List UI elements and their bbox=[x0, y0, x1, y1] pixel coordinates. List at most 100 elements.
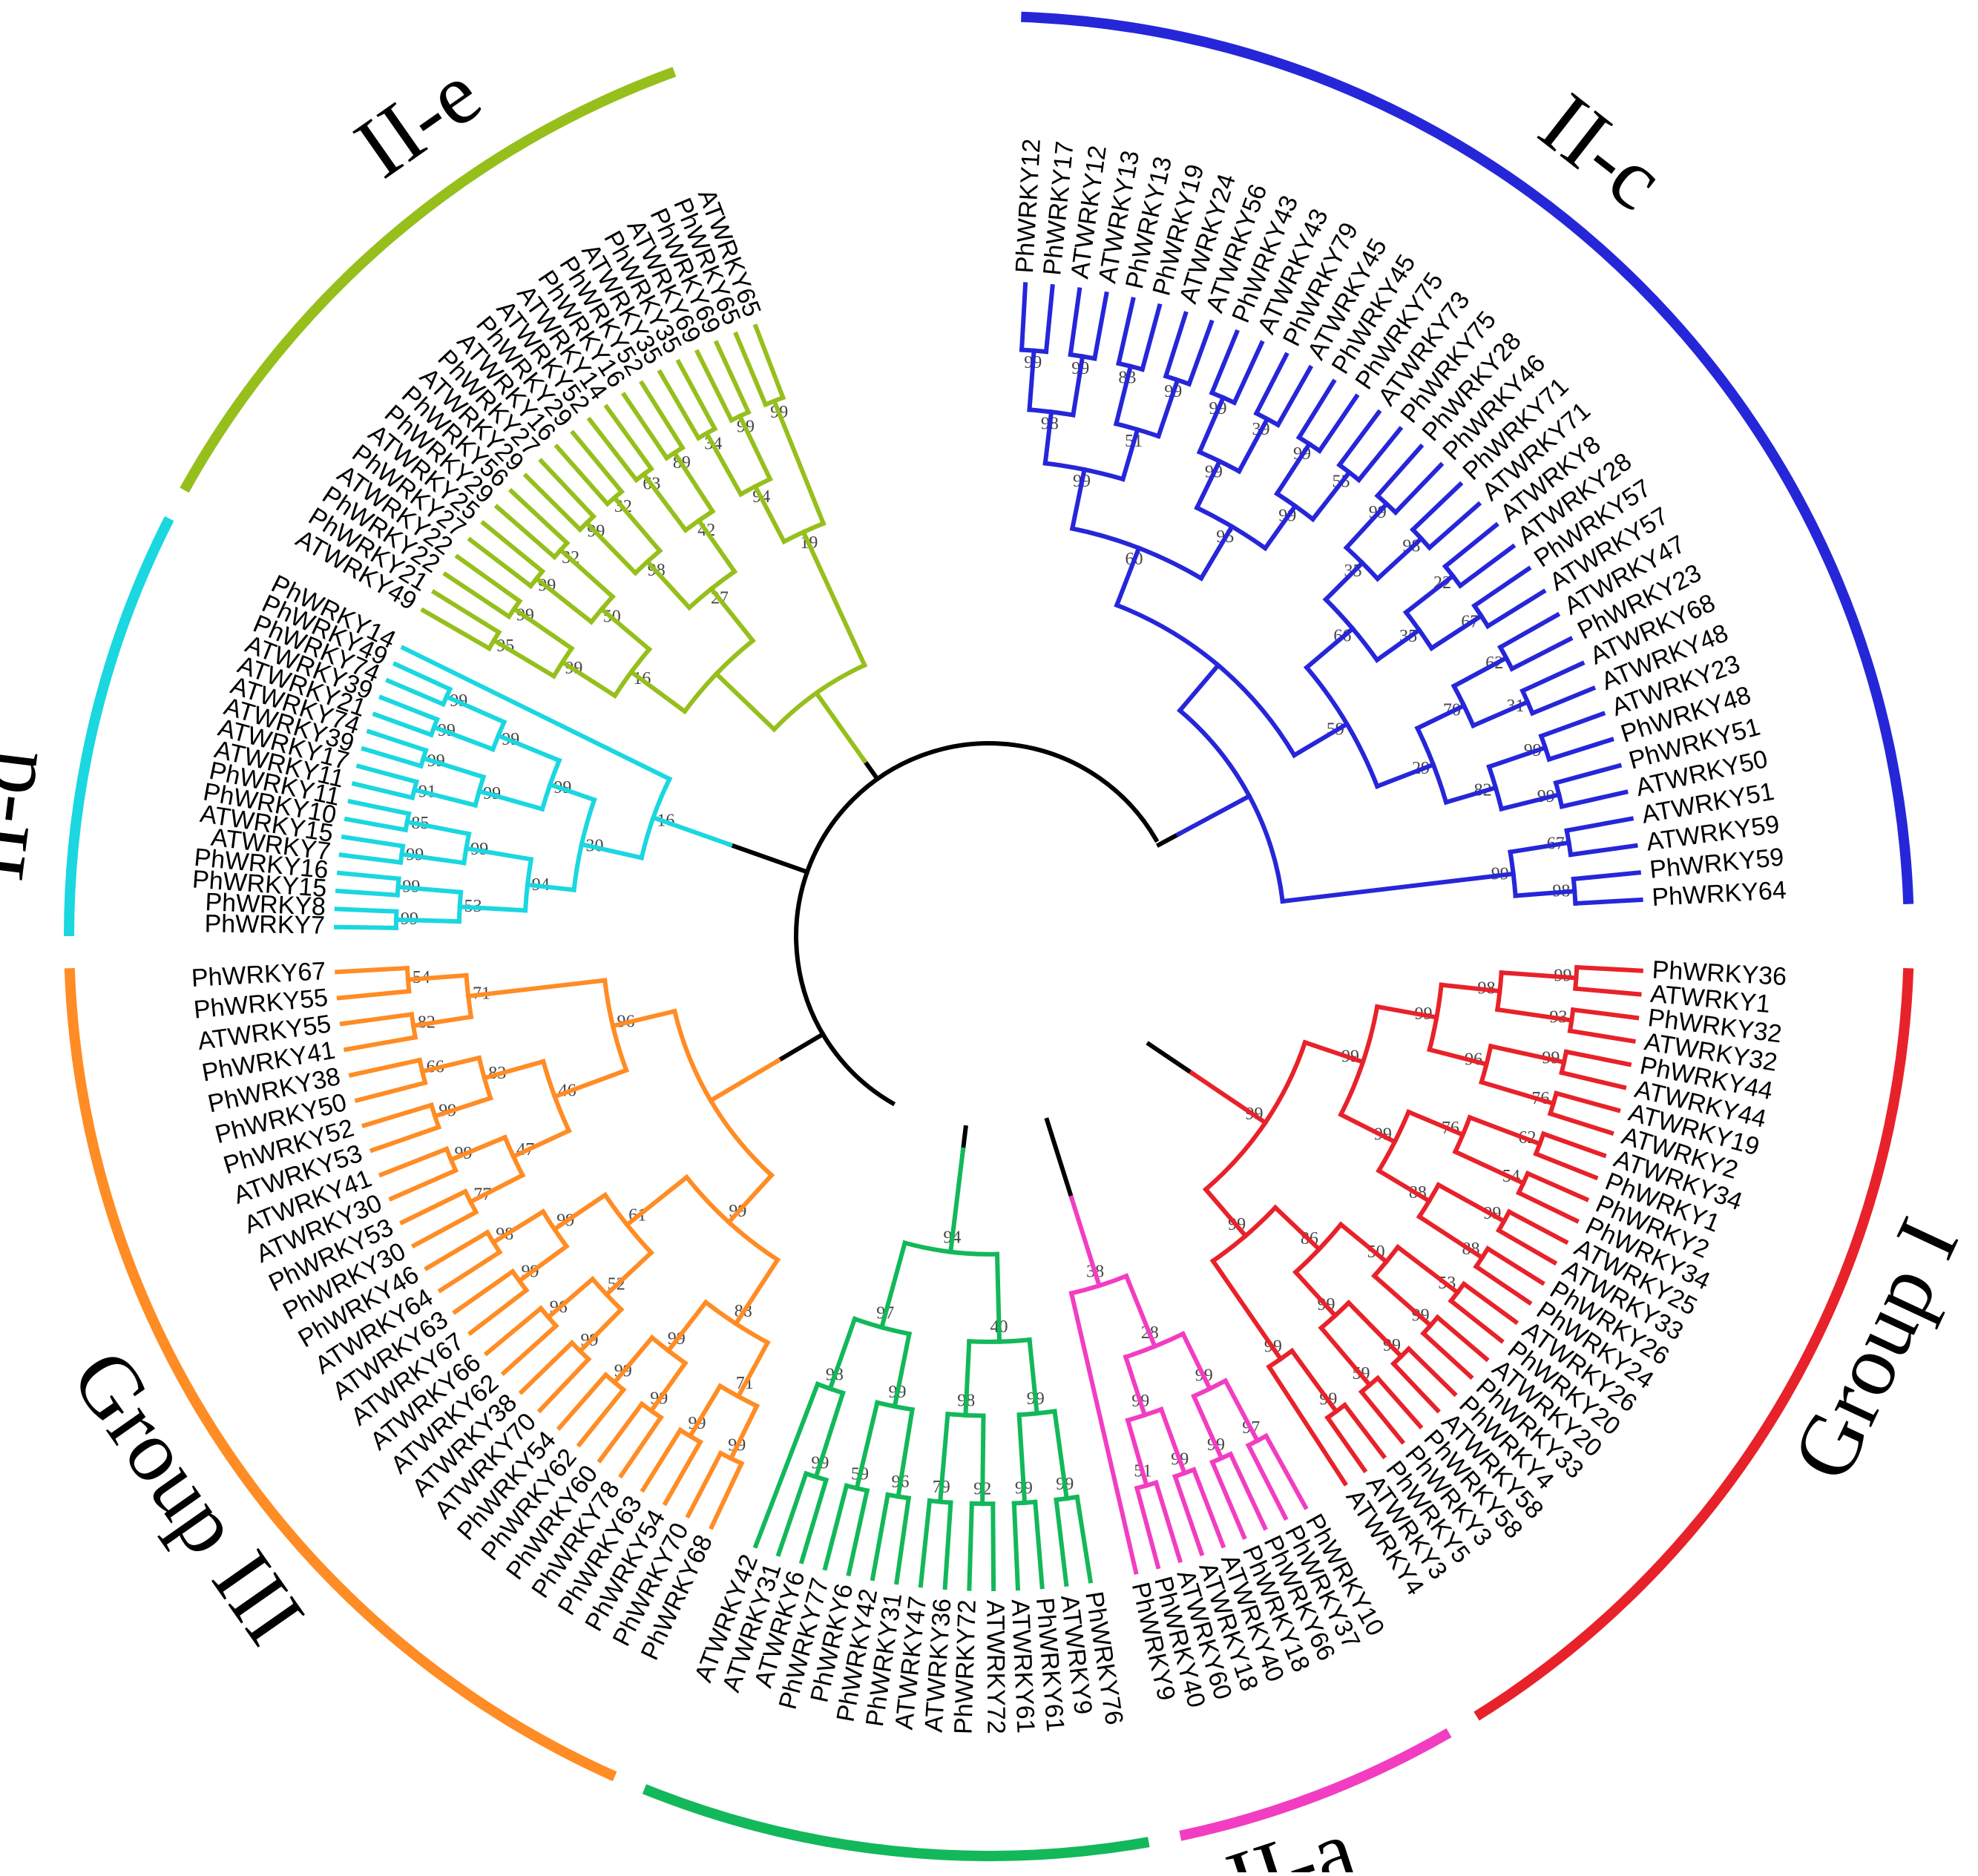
branch-i bbox=[1499, 1231, 1554, 1263]
branch-ii-d bbox=[354, 784, 413, 798]
backbone-stem bbox=[730, 845, 807, 872]
branch-ii-e bbox=[542, 461, 594, 517]
branch-ii-c bbox=[1022, 284, 1025, 349]
branch-ii-b bbox=[1077, 1497, 1091, 1581]
branch-ii-c bbox=[1166, 314, 1186, 376]
branch-ii-e bbox=[587, 523, 636, 573]
branch-ii-b bbox=[816, 1393, 843, 1477]
branch-ii-b bbox=[849, 1490, 867, 1573]
branch-ii-e bbox=[631, 672, 685, 711]
branch-ii-c bbox=[1474, 569, 1528, 606]
branch-i bbox=[1213, 1261, 1281, 1359]
branch-ii-c bbox=[1406, 576, 1453, 612]
branch-ii-e bbox=[717, 674, 775, 729]
branch-ii-e bbox=[458, 557, 520, 602]
branch-ii-b bbox=[873, 1495, 887, 1579]
branch-iii bbox=[342, 1014, 412, 1024]
group-label-ii-a: II-a bbox=[1216, 1800, 1366, 1872]
branch-iii bbox=[381, 1149, 447, 1175]
branch-ii-b bbox=[1014, 1504, 1018, 1589]
clade-stem-i bbox=[1192, 1073, 1266, 1123]
branch-ii-c bbox=[1396, 465, 1441, 513]
branch-ii-c bbox=[1180, 665, 1218, 711]
branch-iii bbox=[712, 1464, 741, 1527]
branch-ii-c bbox=[1294, 724, 1347, 755]
group-label-ii-d: II-d bbox=[0, 744, 56, 886]
clade-stem-ii-d bbox=[654, 817, 731, 845]
branch-i bbox=[1573, 1010, 1637, 1018]
branch-ii-d bbox=[346, 819, 406, 830]
branch-ii-d bbox=[369, 731, 426, 750]
branch-iii bbox=[689, 1453, 721, 1515]
clade-stem-ii-a bbox=[1071, 1198, 1099, 1286]
group-label-i: Group I bbox=[1773, 1204, 1977, 1494]
backbone-stem bbox=[1159, 835, 1178, 845]
branch-ii-d bbox=[338, 891, 398, 895]
branch-ii-e bbox=[712, 589, 753, 641]
branch-ii-c bbox=[1500, 615, 1557, 648]
branch-iii bbox=[402, 1191, 465, 1222]
branch-ii-c bbox=[1299, 382, 1334, 438]
branch-ii-c bbox=[1488, 592, 1543, 627]
branch-ii-c bbox=[1532, 688, 1593, 714]
branch-ii-c bbox=[1460, 547, 1513, 586]
branch-i bbox=[1551, 1113, 1612, 1133]
branch-ii-b bbox=[897, 1498, 909, 1583]
branch-iii bbox=[651, 1363, 686, 1411]
branch-ii-e bbox=[511, 491, 567, 543]
backbone-stem bbox=[864, 761, 877, 780]
leaf-label: ATWRKY61 bbox=[1006, 1599, 1040, 1734]
branch-ii-b bbox=[802, 1480, 827, 1561]
branch-ii-e bbox=[497, 507, 554, 557]
branch-i bbox=[1536, 1153, 1595, 1177]
branch-ii-c bbox=[1574, 872, 1639, 879]
branch-ii-e bbox=[644, 474, 686, 530]
branch-i bbox=[1419, 1217, 1482, 1257]
branch-ii-b bbox=[778, 1474, 806, 1555]
branch-i bbox=[1374, 1276, 1430, 1326]
branch-ii-e bbox=[648, 562, 690, 608]
branch-iii bbox=[427, 1232, 487, 1268]
branch-ii-d bbox=[336, 927, 396, 928]
branch-ii-e bbox=[699, 521, 735, 572]
branch-ii-d bbox=[375, 714, 431, 735]
branch-ii-c bbox=[1430, 504, 1479, 547]
branch-i bbox=[1275, 1208, 1319, 1249]
branch-ii-e bbox=[642, 384, 683, 448]
branch-ii-c bbox=[1320, 397, 1357, 451]
branch-ii-e bbox=[536, 579, 591, 622]
group-label-ii-b: II-b bbox=[887, 1862, 1022, 1872]
branch-ii-a bbox=[1137, 1488, 1157, 1567]
branch-iii bbox=[364, 1105, 432, 1126]
branch-iii bbox=[729, 1175, 772, 1222]
branch-i bbox=[1295, 1272, 1335, 1316]
branch-ii-c bbox=[1549, 740, 1611, 760]
branch-ii-b bbox=[969, 1504, 972, 1589]
backbone-stem bbox=[1047, 1120, 1071, 1198]
clade-stem-iii bbox=[711, 1061, 778, 1101]
branch-ii-b bbox=[756, 1384, 818, 1546]
branch-iii bbox=[736, 1260, 778, 1323]
branch-ii-e bbox=[607, 407, 651, 469]
branch-ii-a bbox=[1156, 1483, 1180, 1561]
branch-ii-d bbox=[344, 837, 403, 846]
branch-ii-e bbox=[660, 372, 699, 438]
branch-ii-c bbox=[1347, 504, 1387, 547]
branch-ii-c bbox=[1562, 792, 1626, 807]
branch-ii-c bbox=[1567, 819, 1632, 831]
branch-ii-c bbox=[1378, 447, 1421, 496]
branch-i bbox=[1398, 1247, 1457, 1292]
branch-ii-c bbox=[1189, 323, 1212, 384]
branch-ii-c bbox=[1413, 484, 1460, 530]
branch-ii-e bbox=[423, 610, 489, 648]
branch-ii-c bbox=[1143, 306, 1160, 369]
branch-ii-b bbox=[945, 1503, 951, 1587]
branch-ii-b bbox=[921, 1501, 930, 1585]
branch-ii-c bbox=[1359, 429, 1401, 480]
group-arc-ii-b bbox=[645, 1789, 1149, 1856]
branch-ii-e bbox=[434, 592, 499, 632]
branch-ii-e bbox=[514, 609, 571, 648]
branch-i bbox=[1562, 1073, 1624, 1087]
